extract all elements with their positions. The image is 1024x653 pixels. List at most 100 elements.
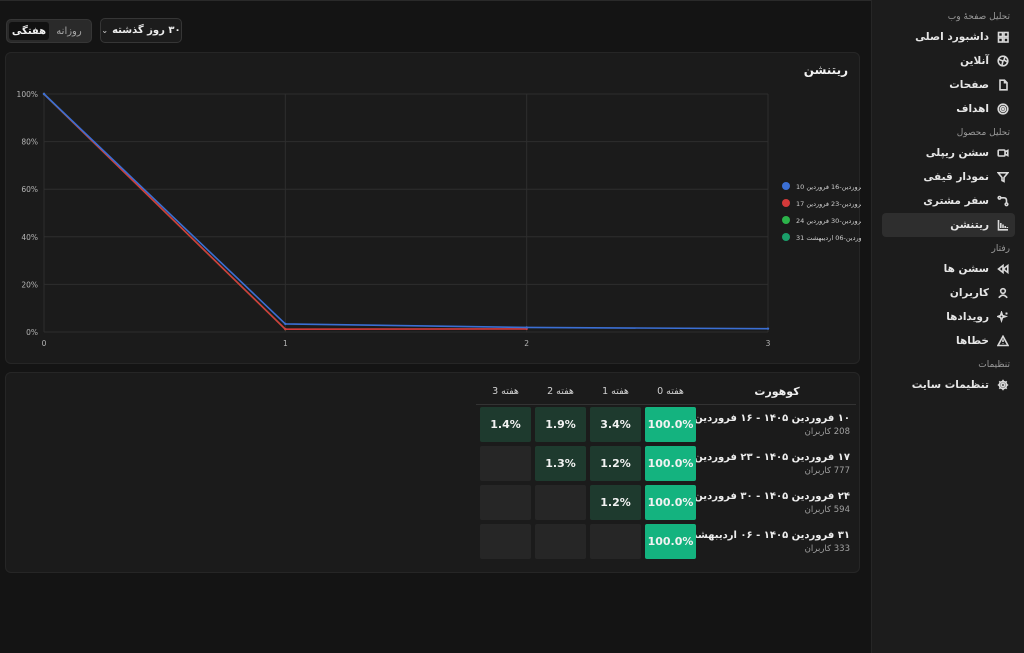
chevron-down-icon: ⌄ (101, 26, 109, 35)
x-tick-label: 2 (524, 339, 529, 348)
sidebar-item-funnel[interactable]: نمودار قیفی (882, 165, 1015, 189)
warning-icon (997, 335, 1009, 347)
granularity-weekly[interactable]: هفتگی (9, 22, 49, 40)
sidebar-item-label: سفر مشتری (923, 195, 989, 207)
cohort-cell: ۱۰ فروردین ۱۴۰۵ - ۱۶ فروردین ۱۴۰۵ 208 کا… (666, 412, 856, 437)
retention-cell: 1.9% (535, 407, 586, 442)
sidebar-item-video[interactable]: سشن ریپلی (882, 141, 1015, 165)
y-tick-label: 100% (17, 90, 38, 99)
retention-cell: 1.3% (535, 446, 586, 481)
sidebar: تحلیل صفحهٔ وب داشبورد اصلی آنلاین صفحات اهد… (871, 0, 1024, 653)
table-row: ۱۷ فروردین ۱۴۰۵ - ۲۳ فروردین ۱۴۰۵ 777 کا… (476, 444, 856, 483)
sidebar-section-title: تحلیل صفحهٔ وب (947, 12, 1010, 22)
retention-cell (480, 446, 531, 481)
sidebar-item-sparkle[interactable]: رویدادها (882, 305, 1015, 329)
journey-icon (997, 195, 1009, 207)
sidebar-item-label: کاربران (949, 287, 989, 299)
retention-cell: 100.0% (645, 446, 696, 481)
series-point (766, 327, 770, 330)
sidebar-item-label: رویدادها (946, 311, 989, 323)
sidebar-item-target[interactable]: اهداف (882, 97, 1015, 121)
x-tick-label: 3 (766, 339, 771, 348)
sidebar-item-label: نمودار قیفی (923, 171, 989, 183)
retention-cell: 1.4% (480, 407, 531, 442)
x-tick-label: 1 (283, 339, 288, 348)
sidebar-item-retention[interactable]: ریتنشن (882, 213, 1015, 237)
y-tick-label: 0% (26, 328, 38, 337)
sidebar-item-journey[interactable]: سفر مشتری (882, 189, 1015, 213)
user-icon (997, 287, 1009, 299)
sidebar-item-label: خطاها (956, 335, 989, 347)
cohort-users: 594 کاربران (804, 504, 850, 515)
cohort-range: ۲۴ فروردین ۱۴۰۵ - ۳۰ فروردین ۱۴۰۵ (666, 490, 850, 502)
cohort-range: ۱۷ فروردین ۱۴۰۵ - ۲۳ فروردین ۱۴۰۵ (666, 451, 850, 463)
series-point (284, 322, 287, 326)
x-tick-label: 0 (42, 339, 47, 348)
table-row: ۳۱ فروردین ۱۴۰۵ - ۰۶ اردیبهشت ۱۴۰۵ 333 ک… (476, 522, 856, 561)
sidebar-item-label: داشبورد اصلی (915, 31, 989, 43)
retention-cell: 100.0% (645, 485, 696, 520)
cohort-users: 777 کاربران (804, 465, 850, 476)
header-week-0: هفته 0 (657, 386, 684, 397)
legend-swatch (782, 182, 790, 190)
sidebar-item-rewind[interactable]: سشن ها (882, 257, 1015, 281)
cohort-table-card: کوهورت هفته 0 هفته 1 هفته 2 هفته 3 ۱۰ فر… (5, 372, 860, 573)
y-tick-label: 60% (21, 185, 38, 194)
sidebar-section-title: رفتار (991, 244, 1010, 254)
series-point (525, 326, 528, 329)
header-week-1: هفته 1 (602, 386, 629, 397)
sidebar-item-globe[interactable]: آنلاین (882, 49, 1015, 73)
granularity-daily[interactable]: روزانه (56, 25, 82, 37)
sidebar-item-dashboard[interactable]: داشبورد اصلی (882, 25, 1015, 49)
cohort-range: ۳۱ فروردین ۱۴۰۵ - ۰۶ اردیبهشت ۱۴۰۵ (660, 529, 850, 541)
globe-icon (997, 55, 1009, 67)
chart-title: ریتنشن (803, 63, 848, 77)
header-week-2: هفته 2 (547, 386, 574, 397)
series-point (284, 327, 287, 331)
table-row: ۱۰ فروردین ۱۴۰۵ - ۱۶ فروردین ۱۴۰۵ 208 کا… (476, 405, 856, 444)
retention-line-chart: 0% 20% 40% 60% 80% 100% 0 1 2 3 10 فروردین-16 فرور… (17, 90, 861, 348)
sidebar-item-user[interactable]: کاربران (882, 281, 1015, 305)
sidebar-item-label: سشن ریپلی (925, 147, 989, 159)
y-tick-label: 40% (21, 233, 38, 242)
sidebar-item-gear[interactable]: تنظیمات سایت (882, 373, 1015, 397)
sidebar-item-warning[interactable]: خطاها (882, 329, 1015, 353)
cohort-cell: ۲۴ فروردین ۱۴۰۵ - ۳۰ فروردین ۱۴۰۵ 594 کا… (666, 490, 856, 515)
sidebar-item-page[interactable]: صفحات (882, 73, 1015, 97)
top-divider (0, 0, 1024, 1)
retention-cell (535, 524, 586, 559)
sidebar-item-label: صفحات (949, 79, 989, 91)
cohort-table: کوهورت هفته 0 هفته 1 هفته 2 هفته 3 ۱۰ فر… (476, 379, 856, 561)
gear-icon (997, 379, 1009, 391)
video-icon (997, 147, 1009, 159)
legend-label: 17 فروردین-23 فروردین (796, 200, 861, 208)
retention-cell: 100.0% (645, 524, 696, 559)
retention-icon (997, 219, 1009, 231)
sparkle-icon (997, 311, 1009, 323)
legend-swatch (782, 216, 790, 224)
retention-cell (535, 485, 586, 520)
cohort-range: ۱۰ فروردین ۱۴۰۵ - ۱۶ فروردین ۱۴۰۵ (666, 412, 850, 424)
retention-cell (480, 524, 531, 559)
cohort-cell: ۱۷ فروردین ۱۴۰۵ - ۲۳ فروردین ۱۴۰۵ 777 کا… (666, 451, 856, 476)
granularity-toggle: روزانه هفتگی (6, 19, 92, 43)
retention-cell: 1.2% (590, 485, 641, 520)
sidebar-item-label: ریتنشن (950, 219, 989, 231)
legend-swatch (782, 199, 790, 207)
legend-label: 24 فروردین-30 فروردین (796, 217, 861, 225)
legend-label: 10 فروردین-16 فروردین (796, 183, 861, 191)
legend-label: 31 فروردین-06 اردیبهشت (796, 234, 861, 242)
y-tick-label: 20% (21, 280, 38, 289)
funnel-icon (997, 171, 1009, 183)
table-row: ۲۴ فروردین ۱۴۰۵ - ۳۰ فروردین ۱۴۰۵ 594 کا… (476, 483, 856, 522)
date-range-select[interactable]: ۳۰ روز گذشته ⌄ (100, 18, 182, 43)
retention-cell: 3.4% (590, 407, 641, 442)
target-icon (997, 103, 1009, 115)
y-tick-label: 80% (21, 138, 38, 147)
cohort-cell: ۳۱ فروردین ۱۴۰۵ - ۰۶ اردیبهشت ۱۴۰۵ 333 ک… (660, 529, 856, 554)
header-cohort: کوهورت (754, 385, 800, 398)
legend-swatch (782, 233, 790, 241)
retention-cell: 1.2% (590, 446, 641, 481)
table-header: کوهورت هفته 0 هفته 1 هفته 2 هفته 3 (476, 379, 856, 405)
sidebar-item-label: سشن ها (943, 263, 989, 275)
